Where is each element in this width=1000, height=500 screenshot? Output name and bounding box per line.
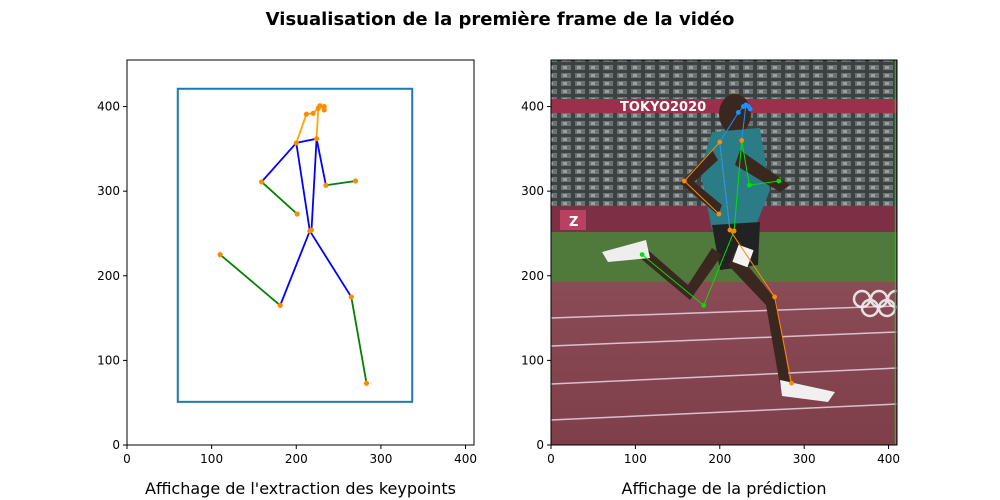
x-axis-label: Affichage de l'extraction des keypoints	[145, 479, 456, 498]
x-tick-label: 200	[708, 452, 731, 466]
keypoint-11	[294, 211, 300, 217]
keypoint-9	[776, 178, 782, 184]
skeleton-segment-3	[260, 142, 297, 183]
keypoint-14	[348, 294, 354, 300]
x-axis-label: Affichage de la prédiction	[622, 479, 827, 498]
y-tick-label: 0	[536, 438, 544, 452]
keypoint-15	[789, 380, 794, 386]
keypoint-15	[277, 302, 283, 308]
keypoint-10	[352, 178, 359, 184]
keypoint-6	[739, 137, 745, 143]
tokyo-banner-text: TOKYO2020	[620, 100, 706, 115]
keypoint-3	[321, 107, 327, 113]
y-tick-label: 400	[521, 100, 544, 114]
keypoint-13	[308, 227, 315, 233]
keypoint-16	[363, 380, 370, 386]
y-tick-label: 100	[97, 353, 120, 367]
x-tick-label: 300	[369, 452, 392, 466]
keypoint-9	[258, 179, 265, 185]
x-tick-label: 100	[200, 452, 223, 466]
keypoint-0	[735, 110, 741, 115]
keypoint-11	[727, 227, 733, 233]
keypoint-5	[303, 111, 310, 117]
keypoint-0	[310, 110, 316, 116]
keypoint-3	[747, 106, 753, 112]
x-tick-label: 400	[877, 452, 900, 466]
keypoint-16	[639, 252, 645, 258]
y-tick-label: 400	[97, 100, 120, 114]
x-tick-label: 200	[285, 452, 308, 466]
skeleton-segment-1	[719, 112, 739, 143]
keypoint-14	[701, 302, 707, 308]
x-tick-label: 0	[123, 452, 131, 466]
keypoint-8	[681, 178, 687, 184]
x-tick-label: 400	[454, 452, 477, 466]
skeleton-segment-2	[741, 104, 747, 141]
x-tick-label: 100	[624, 452, 647, 466]
keypoint-7	[746, 182, 752, 188]
keypoint-13	[772, 294, 778, 300]
skeleton-segment-4	[641, 140, 743, 307]
skeleton-segment-6	[325, 180, 356, 187]
keypoint-4	[317, 103, 323, 109]
bounding-box	[176, 87, 414, 403]
y-tick-label: 200	[97, 269, 120, 283]
axes-frame	[126, 59, 475, 446]
y-tick-label: 300	[521, 184, 544, 198]
figure-title: Visualisation de la première frame de la…	[266, 9, 735, 30]
keypoint-12	[731, 228, 737, 234]
skeleton-segment-8	[350, 296, 368, 384]
keypoint-17	[217, 252, 223, 258]
keypoint-4	[743, 102, 749, 108]
keypoint-7	[293, 140, 299, 146]
y-tick-label: 100	[521, 353, 544, 367]
prediction-panel: TOKYO2020 Z	[521, 59, 900, 498]
keypoint-8	[323, 182, 329, 188]
y-tick-label: 0	[112, 438, 120, 452]
prediction-overlay	[639, 60, 896, 445]
y-tick-label: 200	[521, 269, 544, 283]
skeleton-segment-7	[260, 181, 298, 215]
skeleton-segment-7	[719, 142, 731, 231]
y-tick-label: 300	[97, 184, 120, 198]
axes-frame	[550, 59, 898, 446]
video-frame-image: TOKYO2020 Z	[551, 60, 897, 445]
x-tick-label: 0	[547, 452, 555, 466]
keypoint-10	[716, 211, 722, 217]
keypoint-6	[313, 136, 320, 142]
sign-text: Z	[569, 215, 578, 230]
keypoints-panel: 0 100 200 300 400 0 100 200 300 400 Affichage de l…	[97, 59, 477, 498]
skeleton-segment-9	[219, 253, 281, 307]
x-tick-label: 300	[793, 452, 816, 466]
keypoint-5	[717, 139, 723, 145]
